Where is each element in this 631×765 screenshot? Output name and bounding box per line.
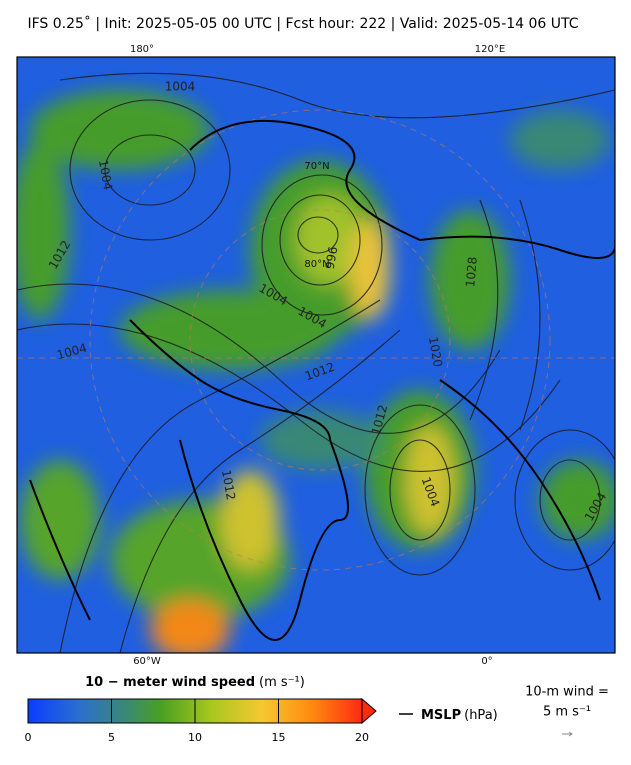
colorbar-title: 10 − meter wind speed (m s⁻¹) xyxy=(85,675,305,690)
longitude-label: 0° xyxy=(481,656,492,667)
wind-ref-value: 5 m s⁻¹ xyxy=(543,705,591,720)
wind-ref-arrow xyxy=(562,731,573,737)
colorbar-extend xyxy=(361,697,377,725)
isobars xyxy=(17,72,615,653)
colorbar-tick-label: 10 xyxy=(188,731,202,744)
longitude-label: 60°W xyxy=(133,656,161,667)
longitude-label: 120°E xyxy=(475,44,505,55)
contour-label: 1012 xyxy=(219,469,238,502)
colorbar-tick-label: 5 xyxy=(108,731,115,744)
colorbar-tick-label: 0 xyxy=(25,731,32,744)
map-field xyxy=(17,57,615,653)
colorbar-unit: (m s⁻¹) xyxy=(259,675,305,690)
contour-label: 1004 xyxy=(165,80,196,94)
contour-label: 1028 xyxy=(463,256,480,288)
latitude-label: 70°N xyxy=(304,161,329,172)
coastlines xyxy=(29,119,615,641)
colorbar-label: 10 − meter wind speed xyxy=(85,675,255,690)
contour-label: 1004 xyxy=(96,159,115,192)
contour-label: 996 xyxy=(323,245,341,270)
colorbar-tick-label: 20 xyxy=(355,731,369,744)
wind-ref-label: 10-m wind = xyxy=(525,685,609,700)
mslp-legend: MSLP (hPa) xyxy=(421,708,498,723)
latitude-label: 80°N xyxy=(304,259,329,270)
title: IFS 0.25˚ | Init: 2025-05-05 00 UTC | Fc… xyxy=(27,15,578,32)
colorbar-ticks: 0 5 10 15 20 xyxy=(25,699,369,744)
mslp-label: MSLP xyxy=(421,708,461,723)
map-frame xyxy=(16,56,616,654)
colorbar-tick-label: 15 xyxy=(272,731,286,744)
contour-label: 1020 xyxy=(426,336,445,369)
mslp-unit: (hPa) xyxy=(464,708,498,723)
longitude-label: 180° xyxy=(130,44,154,55)
